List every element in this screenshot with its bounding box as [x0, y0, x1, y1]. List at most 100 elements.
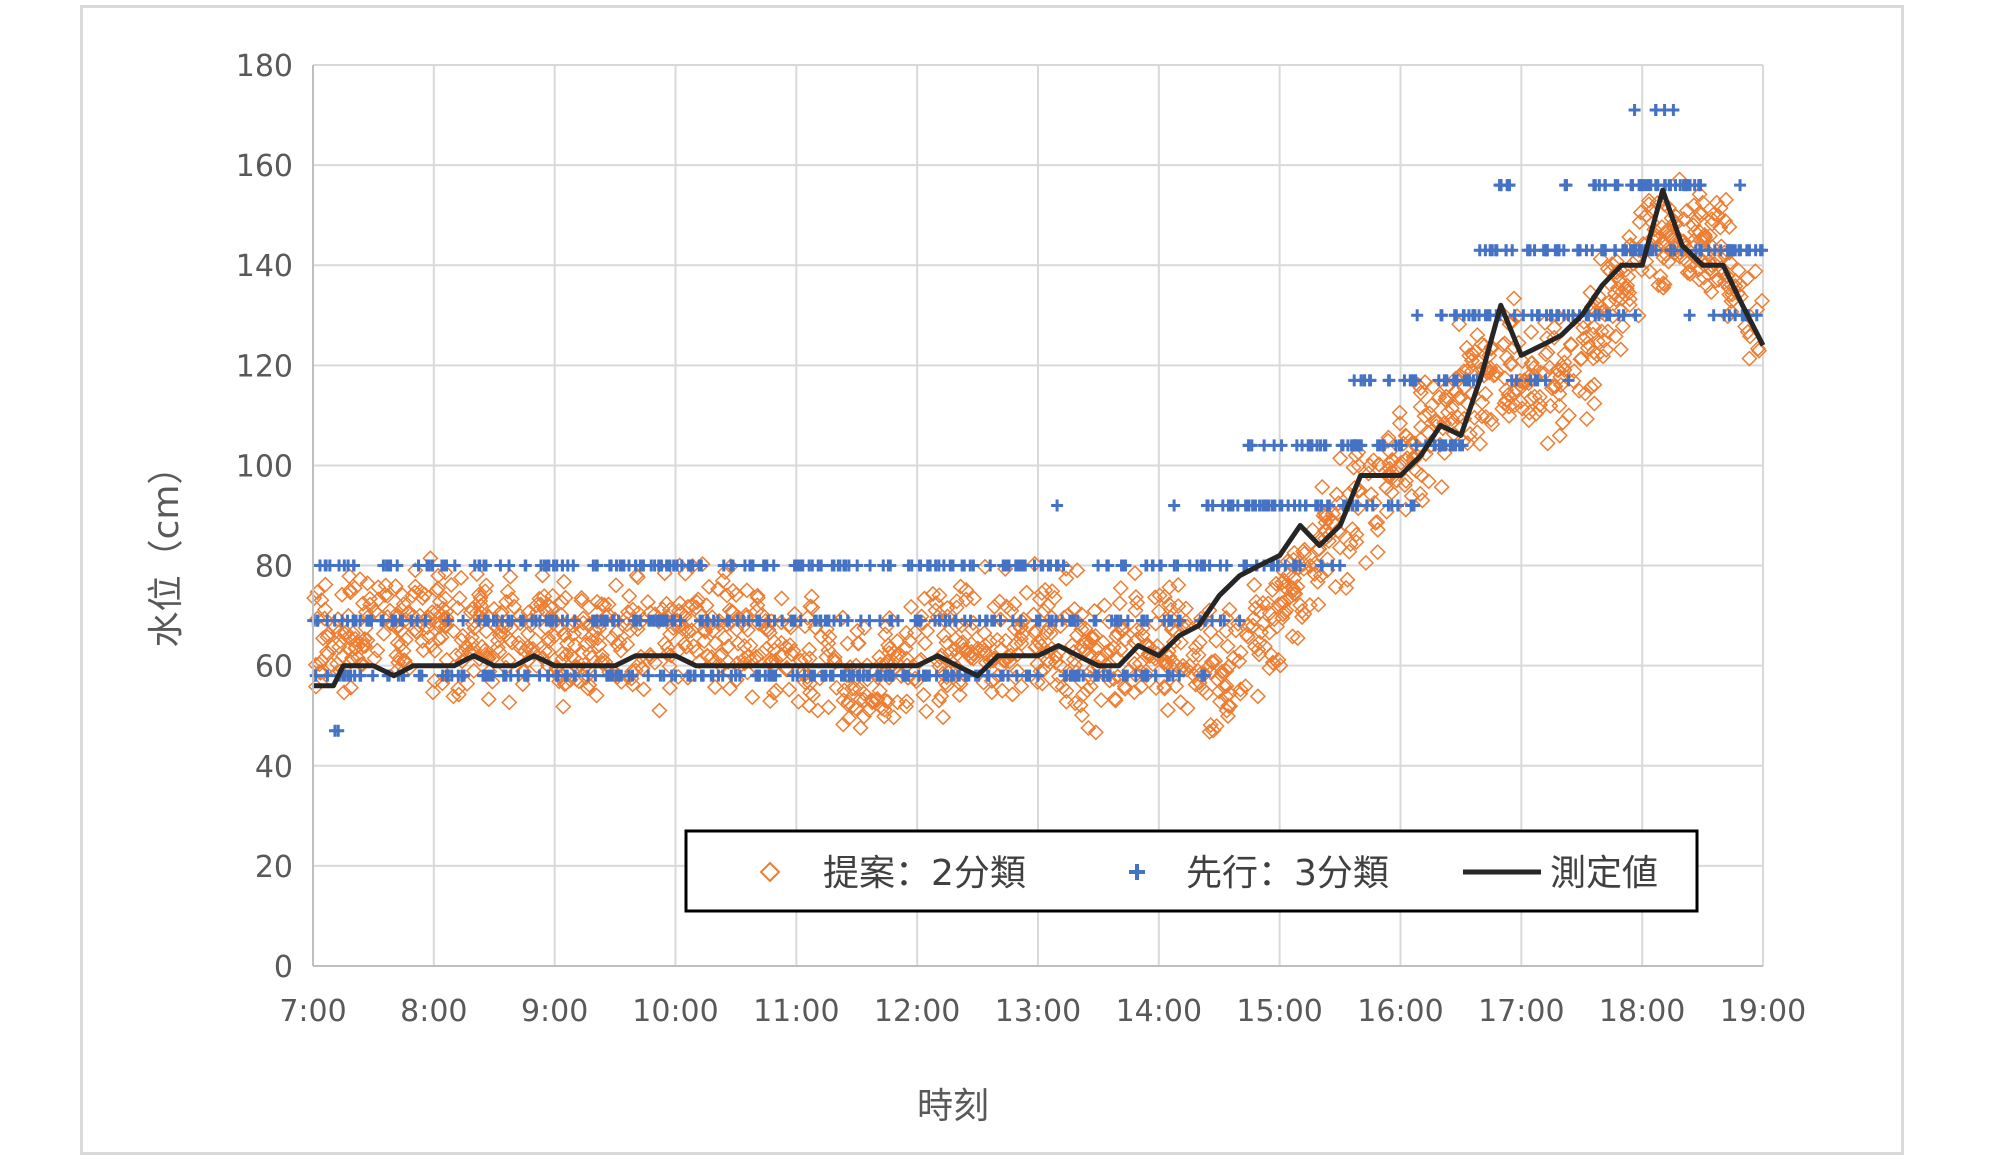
proposed-point — [917, 635, 934, 652]
proposed-point — [1128, 621, 1146, 638]
prior-point — [683, 669, 696, 682]
proposed-point — [462, 645, 479, 662]
prior-point — [870, 669, 883, 682]
proposed-point — [1595, 332, 1613, 349]
proposed-point — [503, 591, 520, 608]
proposed-point — [1621, 291, 1638, 308]
proposed-point — [1523, 323, 1540, 341]
proposed-point — [443, 576, 460, 593]
prior-point — [1100, 559, 1113, 572]
prior-point — [1664, 244, 1677, 257]
proposed-point — [749, 587, 766, 604]
proposed-point — [1254, 615, 1271, 632]
prior-point — [1206, 499, 1219, 512]
proposed-point — [1216, 678, 1233, 695]
proposed-point — [332, 632, 349, 650]
proposed-point — [1076, 633, 1093, 650]
prior-point — [746, 559, 759, 572]
proposed-point — [855, 691, 873, 709]
proposed-point — [1412, 485, 1429, 502]
prior-point — [1015, 559, 1028, 572]
proposed-point — [728, 586, 745, 603]
proposed-point — [438, 617, 455, 634]
proposed-point — [738, 582, 755, 599]
proposed-point — [958, 581, 975, 599]
proposed-point — [420, 629, 438, 646]
proposed-point — [344, 625, 362, 642]
prior-point — [860, 669, 873, 682]
prior-point — [1035, 559, 1048, 572]
proposed-point — [1129, 594, 1146, 611]
proposed-point — [1048, 676, 1065, 693]
prior-point — [913, 614, 926, 627]
proposed-point — [1420, 473, 1437, 490]
proposed-point — [1719, 267, 1736, 285]
proposed-point — [1179, 661, 1196, 678]
prior-point — [1486, 244, 1499, 257]
prior-point — [1268, 499, 1281, 512]
proposed-point — [924, 585, 942, 602]
proposed-point — [596, 597, 613, 614]
proposed-point — [864, 692, 881, 709]
proposed-point — [551, 673, 568, 690]
prior-point — [529, 614, 542, 627]
prior-point — [1065, 614, 1078, 627]
proposed-point — [958, 591, 975, 608]
prior-point — [582, 669, 595, 682]
proposed-point — [1750, 342, 1768, 359]
prior-point — [514, 614, 527, 627]
prior-point — [412, 559, 425, 572]
prior-point — [902, 669, 915, 682]
proposed-point — [1315, 507, 1332, 524]
prior-point — [759, 669, 772, 682]
proposed-point — [341, 568, 358, 585]
prior-point — [1466, 309, 1479, 322]
proposed-point — [1342, 536, 1359, 553]
proposed-point — [684, 597, 701, 614]
proposed-point — [593, 647, 610, 664]
proposed-point — [1172, 694, 1189, 711]
prior-point — [1353, 439, 1366, 452]
proposed-point — [846, 680, 863, 697]
proposed-point — [1260, 595, 1277, 612]
proposed-point — [1594, 348, 1612, 365]
proposed-point — [1412, 384, 1429, 401]
proposed-point — [1080, 719, 1097, 737]
proposed-point — [952, 635, 970, 652]
proposed-point — [528, 657, 545, 674]
prior-point — [438, 559, 451, 572]
proposed-point — [1412, 418, 1430, 436]
proposed-point — [1003, 602, 1020, 619]
prior-point — [1195, 559, 1208, 572]
proposed-point — [1213, 663, 1231, 680]
proposed-point — [501, 694, 518, 711]
proposed-point — [359, 575, 376, 592]
proposed-point — [1268, 618, 1286, 635]
proposed-point — [1630, 307, 1647, 324]
prior-point — [1609, 179, 1622, 192]
proposed-point — [935, 709, 952, 726]
legend-label-proposed: 提案：2分類 — [823, 853, 1026, 894]
proposed-point — [1678, 202, 1696, 219]
prior-point — [837, 559, 850, 572]
proposed-point — [1485, 367, 1502, 384]
proposed-point — [394, 587, 411, 604]
proposed-point — [761, 624, 778, 641]
prior-point — [1163, 669, 1176, 682]
prior-point — [1435, 439, 1448, 452]
y-tick-label: 160 — [236, 149, 293, 184]
proposed-point — [1712, 219, 1729, 236]
proposed-point — [492, 623, 509, 641]
proposed-point — [1238, 626, 1255, 643]
proposed-point — [1473, 408, 1491, 425]
proposed-point — [1501, 407, 1518, 424]
prior-point — [642, 669, 655, 682]
proposed-point — [852, 719, 869, 736]
prior-point — [1446, 439, 1459, 452]
proposed-point — [1650, 277, 1667, 294]
proposed-point — [1717, 191, 1735, 208]
prior-point — [794, 614, 807, 627]
proposed-point — [697, 623, 714, 640]
proposed-point — [877, 692, 894, 710]
proposed-point — [963, 621, 980, 638]
